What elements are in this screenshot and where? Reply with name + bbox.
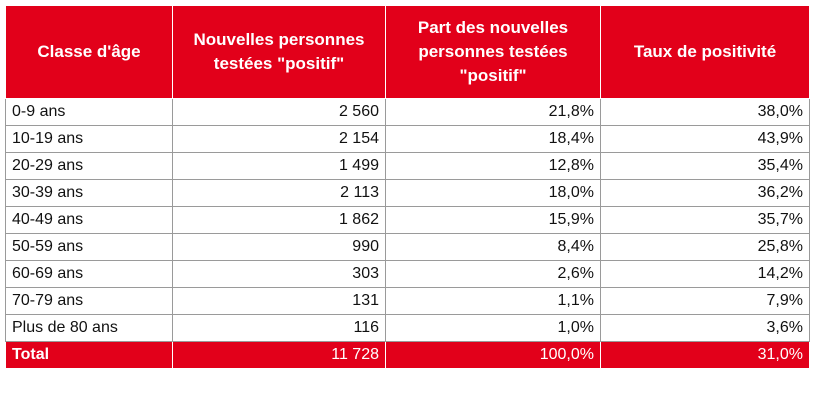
cell: 14,2% bbox=[600, 260, 810, 288]
table-row: 20-29 ans 1 499 12,8% 35,4% bbox=[5, 152, 810, 180]
header-row: Classe d'âge Nouvelles personnes testées … bbox=[5, 5, 810, 99]
cell: 35,7% bbox=[600, 206, 810, 234]
table-row: 60-69 ans 303 2,6% 14,2% bbox=[5, 260, 810, 288]
total-label: Total bbox=[5, 341, 173, 369]
total-cell: 11 728 bbox=[172, 341, 386, 369]
age-class: 20-29 ans bbox=[5, 152, 173, 180]
column-header: Classe d'âge bbox=[5, 5, 173, 99]
cell: 38,0% bbox=[600, 98, 810, 126]
column-header: Taux de positivité bbox=[600, 5, 810, 99]
cell: 990 bbox=[172, 233, 386, 261]
cell: 303 bbox=[172, 260, 386, 288]
age-class: 0-9 ans bbox=[5, 98, 173, 126]
table-header: Classe d'âge Nouvelles personnes testées … bbox=[5, 5, 810, 99]
cell: 131 bbox=[172, 287, 386, 315]
cell: 2 113 bbox=[172, 179, 386, 207]
cell: 2 560 bbox=[172, 98, 386, 126]
cell: 7,9% bbox=[600, 287, 810, 315]
cell: 36,2% bbox=[600, 179, 810, 207]
cell: 21,8% bbox=[385, 98, 601, 126]
age-class: 60-69 ans bbox=[5, 260, 173, 288]
cell: 3,6% bbox=[600, 314, 810, 342]
cell: 18,0% bbox=[385, 179, 601, 207]
age-class: 50-59 ans bbox=[5, 233, 173, 261]
total-row: Total 11 728 100,0% 31,0% bbox=[5, 341, 810, 369]
age-table: Classe d'âge Nouvelles personnes testées … bbox=[5, 5, 810, 369]
table-row: Plus de 80 ans 116 1,0% 3,6% bbox=[5, 314, 810, 342]
column-header: Part des nouvelles personnes testées "po… bbox=[385, 5, 601, 99]
table-row: 30-39 ans 2 113 18,0% 36,2% bbox=[5, 179, 810, 207]
cell: 116 bbox=[172, 314, 386, 342]
cell: 15,9% bbox=[385, 206, 601, 234]
column-header: Nouvelles personnes testées "positif" bbox=[172, 5, 386, 99]
age-class: 70-79 ans bbox=[5, 287, 173, 315]
cell: 25,8% bbox=[600, 233, 810, 261]
table-row: 70-79 ans 131 1,1% 7,9% bbox=[5, 287, 810, 315]
table-row: 0-9 ans 2 560 21,8% 38,0% bbox=[5, 98, 810, 126]
age-class: 30-39 ans bbox=[5, 179, 173, 207]
cell: 1 499 bbox=[172, 152, 386, 180]
table-body: 0-9 ans 2 560 21,8% 38,0% 10-19 ans 2 154 18,4… bbox=[5, 98, 810, 369]
cell: 2 154 bbox=[172, 125, 386, 153]
age-class: Plus de 80 ans bbox=[5, 314, 173, 342]
table-row: 10-19 ans 2 154 18,4% 43,9% bbox=[5, 125, 810, 153]
cell: 35,4% bbox=[600, 152, 810, 180]
table-row: 40-49 ans 1 862 15,9% 35,7% bbox=[5, 206, 810, 234]
age-class: 40-49 ans bbox=[5, 206, 173, 234]
table-row: 50-59 ans 990 8,4% 25,8% bbox=[5, 233, 810, 261]
cell: 1 862 bbox=[172, 206, 386, 234]
cell: 12,8% bbox=[385, 152, 601, 180]
cell: 1,0% bbox=[385, 314, 601, 342]
cell: 2,6% bbox=[385, 260, 601, 288]
cell: 18,4% bbox=[385, 125, 601, 153]
total-cell: 31,0% bbox=[600, 341, 810, 369]
cell: 8,4% bbox=[385, 233, 601, 261]
age-class: 10-19 ans bbox=[5, 125, 173, 153]
cell: 43,9% bbox=[600, 125, 810, 153]
total-cell: 100,0% bbox=[385, 341, 601, 369]
cell: 1,1% bbox=[385, 287, 601, 315]
